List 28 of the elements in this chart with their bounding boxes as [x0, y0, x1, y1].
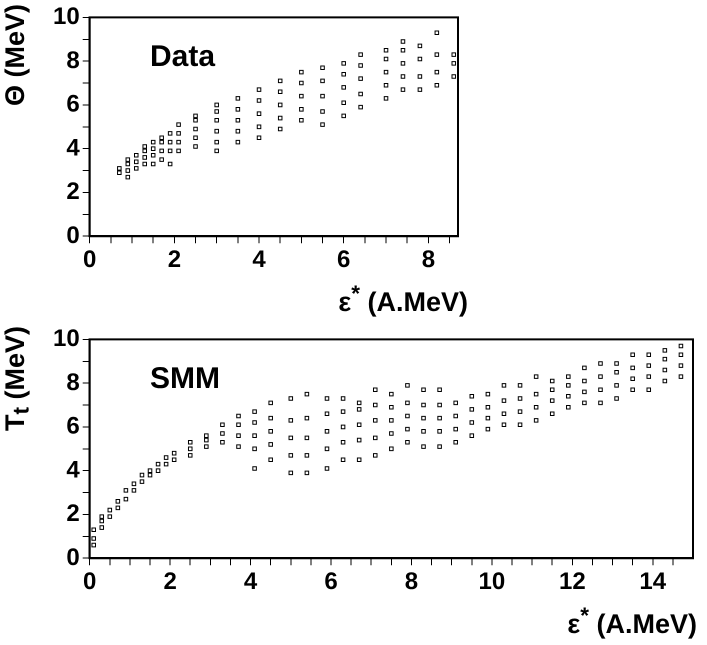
- x-tick-label: 8: [422, 246, 436, 274]
- y-tick-label: 10: [52, 325, 80, 352]
- annotation: Data: [150, 40, 216, 74]
- x-tick-label: 2: [168, 246, 182, 274]
- y-tick-label: 8: [66, 46, 80, 74]
- y-tick-label: 4: [66, 456, 80, 484]
- x-tick-label: 2: [163, 568, 177, 596]
- annotation: SMM: [150, 362, 220, 396]
- y-tick-label: 4: [66, 134, 80, 162]
- x-tick-label: 8: [404, 568, 418, 596]
- y-tick-label: 10: [52, 3, 80, 30]
- x-tick-label: 4: [252, 246, 266, 274]
- x-tick-label: 12: [558, 568, 586, 596]
- y-tick-label: 2: [66, 500, 80, 528]
- x-axis-title: ε$^{*}$ (A.MeV): [567, 603, 697, 640]
- y-tick-label: 8: [66, 368, 80, 396]
- y-tick-label: 2: [66, 178, 80, 206]
- y-tick-label: 0: [66, 222, 80, 249]
- x-tick-label: 6: [337, 246, 350, 274]
- x-axis-title: ε$^{*}$ (A.MeV): [338, 281, 468, 318]
- x-tick-label: 4: [244, 568, 258, 596]
- y-axis-title: Θ (MeV): [0, 4, 31, 106]
- x-tick-label: 14: [639, 568, 667, 596]
- y-tick-label: 0: [66, 544, 80, 571]
- x-tick-label: 6: [324, 568, 338, 596]
- y-tick-label: 6: [66, 90, 80, 118]
- x-tick-label: 10: [478, 568, 506, 596]
- y-tick-label: 6: [66, 412, 80, 440]
